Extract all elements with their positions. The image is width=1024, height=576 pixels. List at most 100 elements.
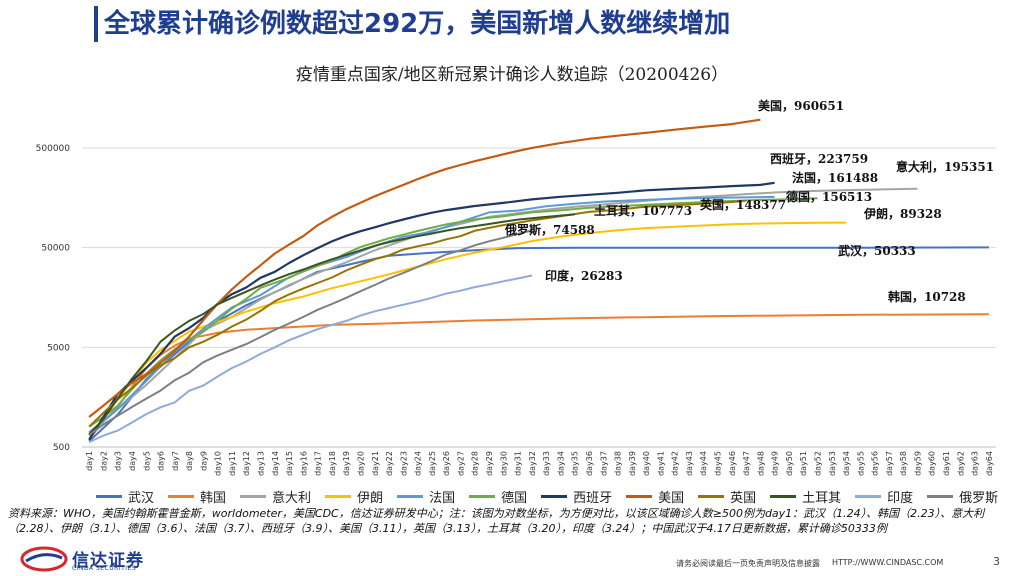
x-tick-label: day57: [885, 451, 894, 476]
data-label-印度: 印度，26283: [545, 268, 623, 283]
x-tick-label: day13: [257, 451, 266, 476]
x-tick-label: day48: [756, 451, 765, 476]
x-tick-label: day53: [828, 451, 837, 476]
x-tick-label: day30: [499, 451, 508, 476]
x-tick-label: day34: [556, 451, 565, 476]
x-tick-label: day39: [628, 451, 637, 476]
legend-item-西班牙: 西班牙: [541, 487, 612, 506]
x-tick-label: day10: [214, 451, 223, 476]
legend-swatch: [397, 494, 424, 498]
series-line-俄罗斯: [88, 229, 533, 436]
legend-item-德国: 德国: [469, 487, 527, 506]
legend-swatch: [698, 494, 725, 498]
legend-label: 西班牙: [573, 490, 613, 506]
legend-swatch: [626, 494, 653, 498]
legend-item-意大利: 意大利: [240, 487, 311, 506]
legend-item-伊朗: 伊朗: [325, 487, 383, 506]
x-tick-label: day38: [614, 451, 623, 476]
title-bar: 全球累计确诊例数超过292万，美国新增人数继续增加: [0, 0, 1024, 52]
legend-label: 意大利: [272, 490, 312, 506]
y-tick-label: 500: [53, 443, 70, 453]
x-tick-label: day7: [171, 451, 180, 471]
legend-item-俄罗斯: 俄罗斯: [927, 487, 998, 506]
x-tick-label: day12: [242, 451, 251, 476]
source-footnote: 资料来源：WHO，美国约翰斯霍普金斯，worldometer，美国CDC，信达证…: [8, 507, 985, 535]
legend-item-武汉: 武汉: [96, 487, 154, 506]
company-logo: 信达证券 CINDA SECURITIES: [20, 546, 170, 572]
x-tick-label: day9: [199, 451, 208, 471]
data-label-西班牙: 西班牙，223759: [770, 151, 868, 166]
legend-item-土耳其: 土耳其: [770, 487, 841, 506]
x-tick-label: day27: [456, 451, 465, 476]
legend-swatch: [855, 494, 882, 498]
x-tick-label: day61: [942, 451, 951, 476]
x-tick-label: day52: [813, 451, 822, 476]
x-tick-label: day23: [399, 451, 408, 476]
y-tick-label: 5000: [47, 343, 70, 353]
x-tick-label: day25: [428, 451, 437, 476]
y-tick-label: 50000: [41, 244, 70, 254]
legend-item-韩国: 韩国: [168, 487, 226, 506]
series-line-英国: [88, 199, 747, 428]
x-tick-label: day24: [414, 451, 423, 476]
x-tick-label: day14: [271, 451, 280, 476]
legend-label: 韩国: [200, 490, 227, 506]
x-tick-label: day18: [328, 451, 337, 476]
x-tick-label: day49: [771, 451, 780, 476]
legend-label: 美国: [658, 490, 685, 506]
x-tick-label: day42: [671, 451, 680, 476]
data-label-俄罗斯: 俄罗斯，74588: [504, 222, 595, 237]
x-tick-label: day6: [157, 451, 166, 471]
x-tick-label: day45: [714, 451, 723, 476]
logo-text: 信达证券: [72, 551, 144, 571]
series-line-武汉: [88, 246, 989, 443]
x-tick-label: day40: [642, 451, 651, 476]
x-tick-label: day22: [385, 451, 394, 476]
x-tick-label: day54: [842, 451, 851, 476]
series-line-西班牙: [88, 181, 775, 441]
x-tick-label: day31: [514, 451, 523, 476]
x-tick-label: day56: [871, 451, 880, 476]
data-label-英国: 英国，148377: [700, 197, 786, 212]
data-label-武汉: 武汉，50333: [838, 243, 916, 258]
x-tick-label: day47: [742, 451, 751, 476]
series-line-德国: [88, 197, 818, 428]
legend-swatch: [168, 494, 195, 498]
website-link[interactable]: HTTP://WWW.CINDASC.COM: [832, 558, 944, 567]
x-tick-label: day29: [485, 451, 494, 476]
x-tick-label: day59: [913, 451, 922, 476]
legend-label: 德国: [501, 490, 528, 506]
legend-swatch: [469, 494, 496, 498]
legend-swatch: [927, 494, 954, 498]
legend-label: 伊朗: [357, 490, 384, 506]
series-line-法国: [88, 195, 775, 434]
x-tick-label: day32: [528, 451, 537, 476]
x-tick-label: day3: [114, 451, 123, 471]
data-label-美国: 美国，960651: [758, 98, 844, 113]
legend-label: 俄罗斯: [959, 490, 999, 506]
legend-item-美国: 美国: [626, 487, 684, 506]
series-line-美国: [88, 118, 761, 418]
title-accent-bar: [94, 6, 98, 42]
chart-title: 疫情重点国家/地区新冠累计确诊人数追踪（20200426）: [295, 65, 729, 85]
x-tick-label: day26: [442, 451, 451, 476]
legend-item-英国: 英国: [698, 487, 756, 506]
x-tick-label: day28: [471, 451, 480, 476]
disclaimer-text: 请务必阅读最后一页免责声明及信息披露: [676, 559, 820, 568]
line-chart: 500 5000 50000 500000 day1 day2 day3 day4 day5 da…: [36, 98, 996, 476]
logo-subtext: CINDA SECURITIES: [72, 565, 137, 572]
x-tick-label: day50: [785, 451, 794, 476]
legend-swatch: [240, 494, 267, 498]
data-label-意大利: 意大利，195351: [896, 159, 994, 174]
slide-title: 全球累计确诊例数超过292万，美国新增人数继续增加: [104, 9, 731, 39]
x-tick-label: day37: [599, 451, 608, 476]
x-tick-label: day15: [285, 451, 294, 476]
data-label-土耳其: 土耳其，107773: [594, 203, 692, 218]
y-tick-label: 500000: [36, 144, 71, 154]
legend-label: 土耳其: [802, 490, 842, 506]
x-tick-label: day8: [185, 451, 194, 471]
legend-swatch: [541, 494, 568, 498]
x-tick-label: day4: [128, 451, 137, 471]
x-tick-label: day55: [856, 451, 865, 476]
legend-item-法国: 法国: [397, 487, 455, 506]
